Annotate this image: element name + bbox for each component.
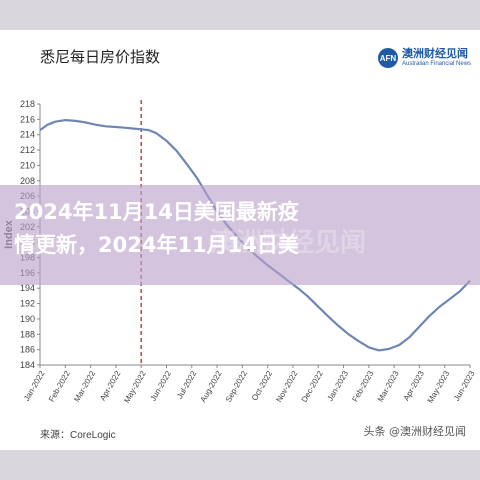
y-tick-label: 184 bbox=[20, 360, 35, 370]
x-tick-label: Dec-2022 bbox=[300, 369, 325, 404]
source-note: 来源：CoreLogic bbox=[40, 430, 116, 441]
x-tick-label: Feb-2023 bbox=[350, 369, 375, 404]
y-tick-label: 216 bbox=[20, 114, 35, 124]
y-tick-label: 214 bbox=[20, 130, 35, 140]
y-tick-label: 210 bbox=[20, 160, 35, 170]
y-tick-label: 188 bbox=[20, 329, 35, 339]
x-tick-label: Mar-2022 bbox=[72, 369, 97, 404]
y-tick-label: 218 bbox=[20, 99, 35, 109]
x-tick-label: May-2022 bbox=[122, 369, 148, 405]
brand-name-en: Australian Financial News bbox=[402, 61, 472, 67]
footer-watermark: 头条 @澳洲财经见闻 bbox=[363, 425, 467, 438]
chart-title: 悉尼每日房价指数 bbox=[40, 48, 161, 66]
headline-overlay bbox=[0, 185, 480, 285]
y-tick-label: 212 bbox=[20, 145, 35, 155]
y-tick-label: 186 bbox=[20, 345, 35, 355]
x-tick-label: Aug-2022 bbox=[198, 369, 223, 404]
x-tick-label: Feb-2022 bbox=[47, 369, 72, 404]
x-tick-label: Jan-2022 bbox=[22, 369, 47, 403]
y-tick-label: 208 bbox=[20, 176, 35, 186]
brand-text: 澳洲财经见闻 Australian Financial News bbox=[402, 48, 471, 68]
y-tick-label: 192 bbox=[20, 299, 35, 309]
x-tick-label: Apr-2023 bbox=[402, 369, 427, 402]
chart-watermark: 澳洲财经见闻 bbox=[210, 228, 367, 258]
x-tick-label: Mar-2023 bbox=[376, 369, 401, 404]
x-tick-label: Jul-2022 bbox=[175, 369, 198, 401]
x-tick-label: Jun-2022 bbox=[149, 369, 174, 403]
x-tick-label: Jun-2023 bbox=[452, 369, 477, 403]
brand-logo-icon: AFN bbox=[378, 48, 398, 68]
x-ticks: Jan-2022 Feb-2022 Mar-2022 Apr-2022 May-2022… bbox=[22, 365, 477, 405]
brand-name-cn: 澳洲财经见闻 bbox=[402, 47, 468, 60]
y-tick-label: 194 bbox=[20, 283, 35, 293]
headline: 2024年11月14日美国最新疫 情更新，2024年11月14日美 bbox=[14, 196, 474, 262]
brand-logo-block: AFN 澳洲财经见闻 Australian Financial News bbox=[378, 48, 471, 68]
x-tick-label: Oct-2022 bbox=[250, 369, 275, 402]
headline-line-2: 情更新，2024年11月14日美 bbox=[14, 233, 299, 257]
x-tick-label: Apr-2022 bbox=[98, 369, 123, 402]
y-tick-label: 190 bbox=[20, 314, 35, 324]
x-tick-label: Sep-2022 bbox=[224, 369, 249, 404]
headline-line-1: 2024年11月14日美国最新疫 bbox=[14, 200, 299, 224]
x-tick-label: May-2023 bbox=[426, 369, 452, 405]
x-tick-label: Nov-2022 bbox=[274, 369, 299, 404]
x-tick-label: Jan-2023 bbox=[326, 369, 351, 403]
